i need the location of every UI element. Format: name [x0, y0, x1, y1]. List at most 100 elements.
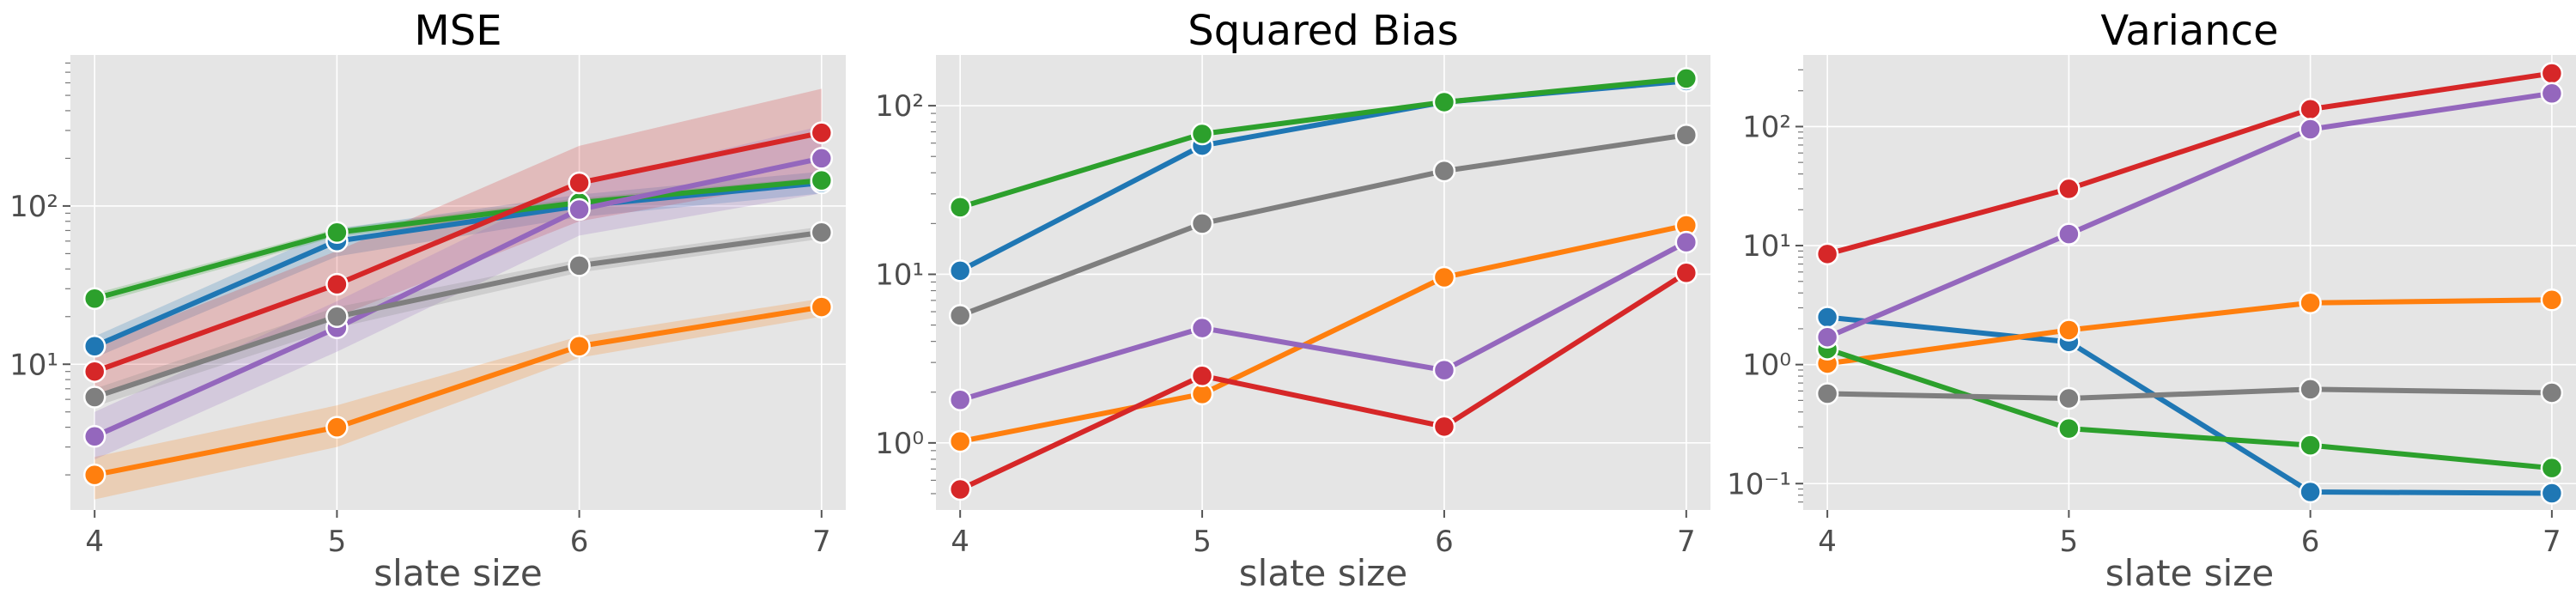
- data-point: [948, 259, 972, 282]
- data-point: [82, 425, 106, 448]
- x-tick-label: 6: [570, 525, 589, 559]
- y-tick-label: 10⁰: [875, 427, 924, 461]
- data-point: [325, 416, 349, 439]
- data-point: [2540, 82, 2564, 106]
- data-point: [2057, 222, 2081, 246]
- minor-ticks: [931, 112, 936, 495]
- data-point: [1674, 67, 1698, 90]
- data-point: [2540, 381, 2564, 404]
- data-point: [2540, 456, 2564, 480]
- series-line: [1825, 70, 2555, 257]
- data-point: [1674, 124, 1698, 147]
- plot-area: [1803, 55, 2576, 510]
- chart-title: Variance: [2100, 7, 2278, 55]
- y-tick-label: 10⁰: [1742, 349, 1791, 383]
- data-point: [2299, 378, 2322, 401]
- series-line: [957, 270, 1689, 493]
- data-point: [1432, 90, 1456, 114]
- y-tick-label: 10²: [875, 89, 924, 124]
- data-point: [82, 334, 106, 358]
- data-point: [2299, 480, 2322, 504]
- x-tick-label: 7: [1677, 525, 1696, 559]
- series-line: [957, 132, 1689, 319]
- panel-variance: 4 5 6 7 10⁻¹ 10⁰ 10¹ 10² Variance slate size: [1727, 7, 2576, 594]
- panel-squared-bias: 4 5 6 7 10⁰ 10¹ 10² Squared Bias slate size: [875, 7, 1710, 594]
- plot-area: [936, 55, 1710, 510]
- data-point: [1815, 325, 1839, 349]
- data-point: [1674, 261, 1698, 285]
- data-point: [568, 171, 591, 195]
- data-point: [2299, 118, 2322, 141]
- y-tick-label: 10²: [1742, 110, 1791, 144]
- data-point: [325, 305, 349, 329]
- data-point: [948, 429, 972, 453]
- data-point: [810, 168, 834, 192]
- chart-title: Squared Bias: [1188, 7, 1458, 55]
- data-point: [82, 463, 106, 487]
- series-line: [92, 179, 824, 349]
- data-point: [1190, 364, 1214, 387]
- x-tick-label: 5: [1193, 525, 1212, 559]
- data-point: [2540, 288, 2564, 312]
- data-point: [568, 254, 591, 277]
- series-line: [92, 229, 824, 400]
- x-tick-label: 6: [2301, 525, 2320, 559]
- confidence-band: [94, 298, 822, 500]
- data-point: [2057, 319, 2081, 342]
- chart-title: MSE: [414, 7, 501, 55]
- data-point: [2057, 177, 2081, 201]
- series-line: [1825, 314, 2555, 496]
- x-tick-label: 7: [812, 525, 831, 559]
- data-point: [810, 147, 834, 170]
- series-line: [1825, 297, 2555, 367]
- x-tick-label: 7: [2543, 525, 2561, 559]
- series-line: [1825, 386, 2555, 402]
- data-point: [82, 385, 106, 409]
- data-point: [1432, 358, 1456, 382]
- x-tick-label: 4: [1818, 525, 1837, 559]
- data-point: [325, 272, 349, 296]
- series-line: [1825, 346, 2555, 471]
- data-point: [810, 295, 834, 319]
- x-tick-label: 5: [328, 525, 347, 559]
- data-point: [1432, 159, 1456, 183]
- data-point: [568, 197, 591, 222]
- series-line: [957, 222, 1689, 445]
- data-point: [948, 304, 972, 327]
- data-point: [2540, 62, 2564, 85]
- x-axis-label: slate size: [374, 552, 542, 594]
- data-point: [2540, 482, 2564, 505]
- data-point: [82, 287, 106, 311]
- data-point: [1190, 122, 1214, 146]
- data-point: [948, 196, 972, 219]
- data-point: [2057, 416, 2081, 440]
- x-axis-label: slate size: [2105, 552, 2274, 594]
- data-point: [1674, 230, 1698, 254]
- x-axis-label: slate size: [1239, 552, 1407, 594]
- data-point: [2299, 434, 2322, 457]
- series-line: [92, 155, 824, 440]
- series-line: [92, 130, 824, 374]
- data-point: [948, 477, 972, 501]
- data-point: [568, 334, 591, 358]
- data-point: [2057, 386, 2081, 410]
- series-line: [92, 304, 824, 478]
- plot-area: [70, 55, 846, 510]
- data-point: [325, 221, 349, 245]
- x-tick-label: 6: [1435, 525, 1454, 559]
- data-point: [1432, 265, 1456, 289]
- data-point: [1815, 306, 1839, 329]
- y-tick-label: 10¹: [1742, 229, 1791, 264]
- y-tick-label: 10²: [9, 190, 58, 224]
- data-point: [1190, 316, 1214, 340]
- minor-ticks: [65, 62, 70, 476]
- data-point: [810, 121, 834, 144]
- data-point: [2299, 291, 2322, 315]
- minor-ticks: [1798, 69, 1803, 503]
- data-point: [810, 221, 834, 245]
- x-tick-label: 4: [951, 525, 969, 559]
- series-line: [957, 76, 1689, 210]
- confidence-band: [94, 88, 822, 400]
- data-point: [1815, 242, 1839, 266]
